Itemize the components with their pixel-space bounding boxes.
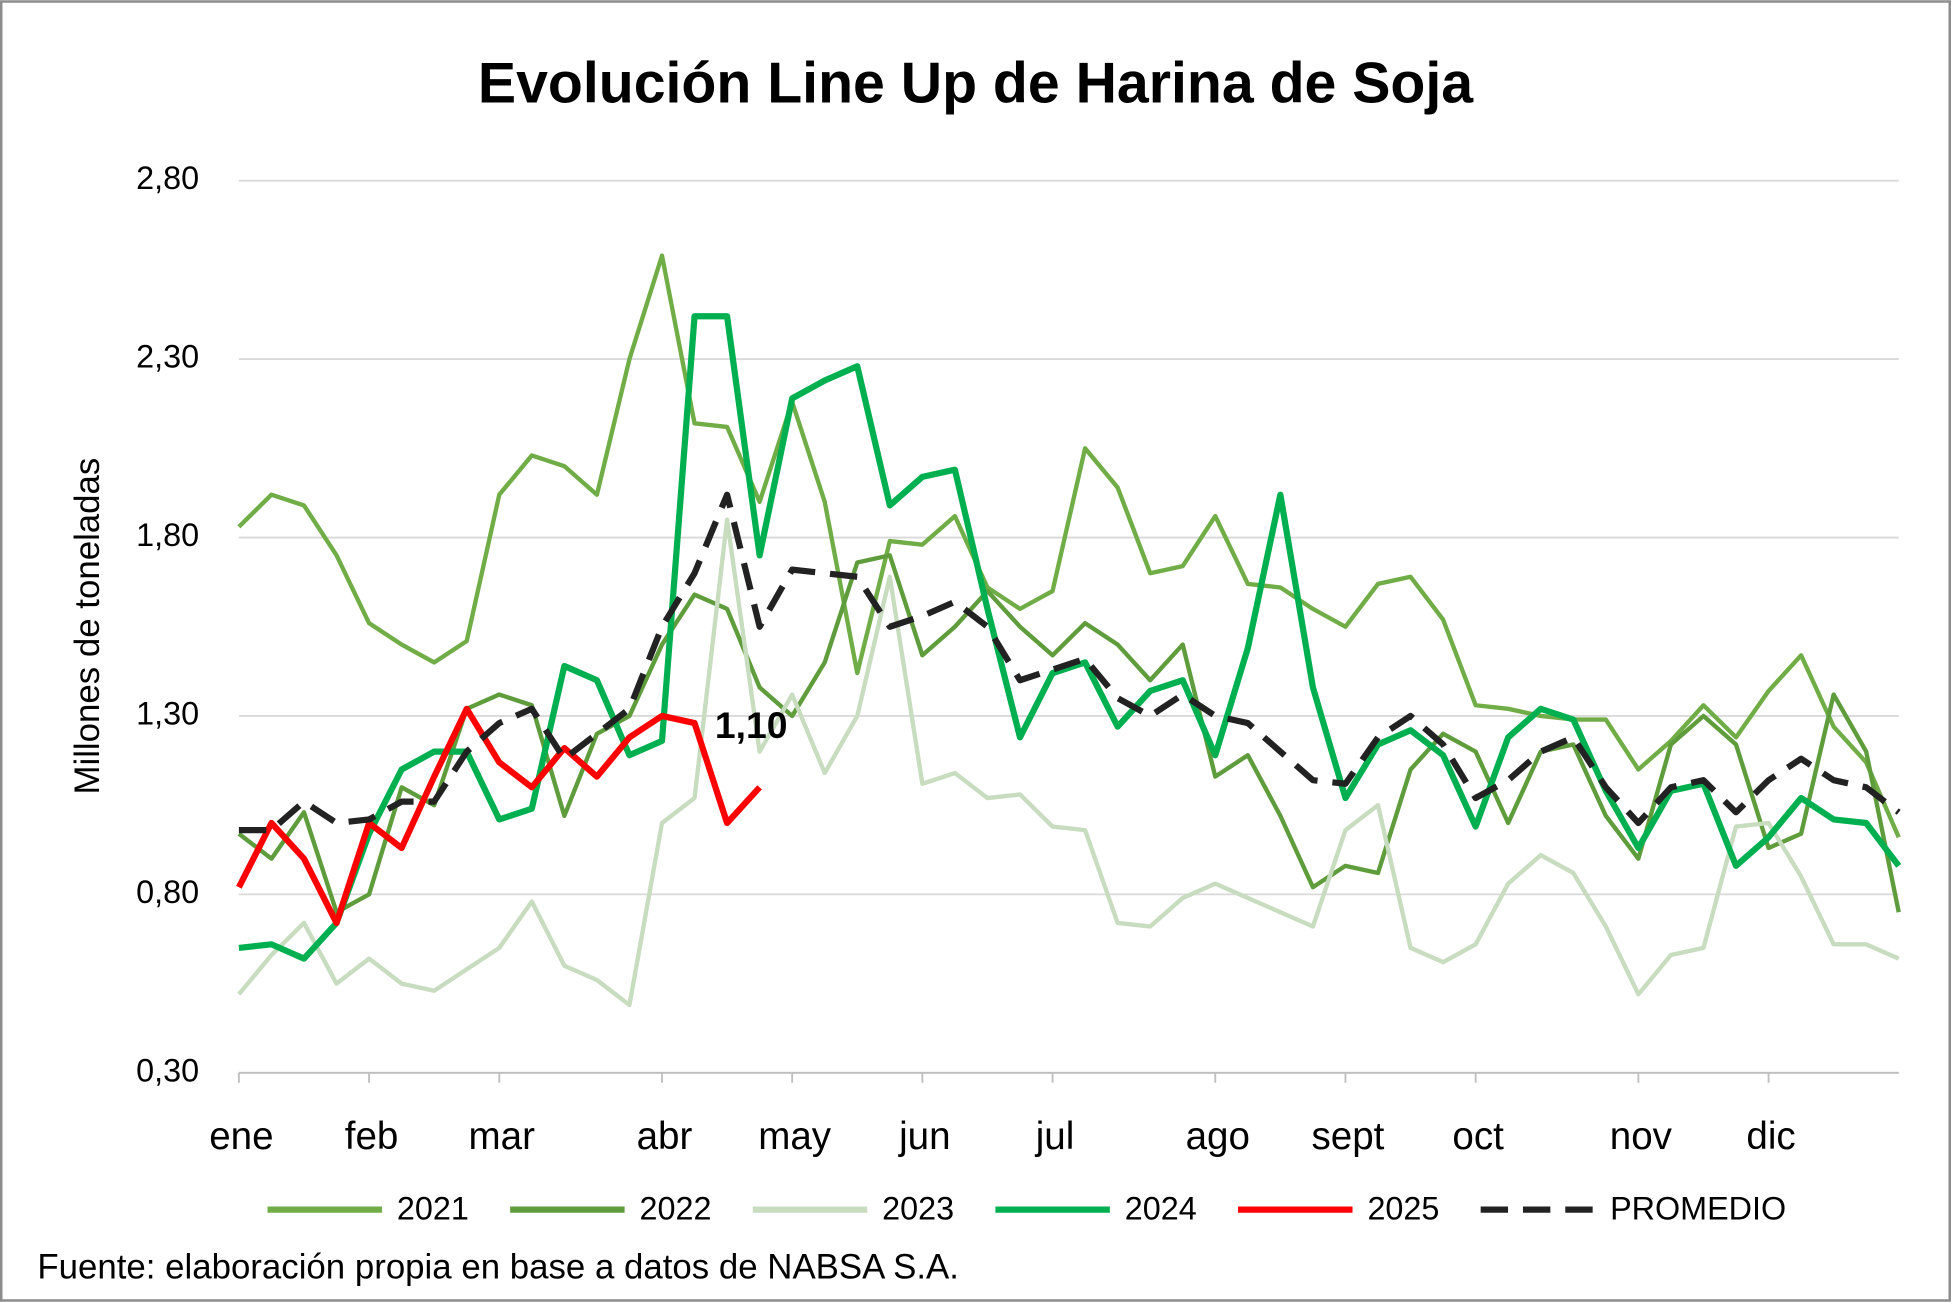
y-axis-label: Millones de toneladas [68, 458, 107, 795]
annotation: 1,10 [715, 704, 788, 746]
series-line [237, 517, 1900, 1008]
x-tick-label: may [758, 1115, 832, 1158]
legend-label: 2024 [1125, 1190, 1197, 1226]
legend-label: 2023 [882, 1190, 954, 1226]
series-line [236, 705, 762, 927]
x-tick-label: ago [1186, 1115, 1250, 1158]
legend-label: 2025 [1367, 1190, 1439, 1226]
x-tick-label: nov [1610, 1115, 1673, 1158]
x-tick-label: jul [1035, 1115, 1075, 1158]
x-tick-label: oct [1452, 1115, 1504, 1158]
x-tick-label: abr [637, 1115, 693, 1158]
y-tick-label: 2,80 [136, 160, 199, 196]
series-line [238, 313, 1902, 962]
x-tick-label: dic [1746, 1115, 1795, 1158]
x-tick-label: ene [209, 1115, 273, 1158]
legend-label: 2022 [640, 1190, 712, 1226]
chart-title: Evolución Line Up de Harina de Soja [478, 51, 1474, 115]
y-tick-label: 0,30 [136, 1052, 199, 1088]
y-tick-label: 0,80 [136, 874, 199, 910]
legend-label: PROMEDIO [1610, 1190, 1786, 1226]
y-tick-label: 2,30 [136, 339, 199, 375]
x-tick-label: feb [345, 1115, 399, 1158]
x-tick-label: jun [898, 1115, 950, 1158]
series-line [237, 553, 1901, 915]
source-note: Fuente: elaboración propia en base a dat… [37, 1248, 959, 1287]
legend-label: 2021 [397, 1190, 469, 1226]
series-line [237, 253, 1901, 839]
x-tick-label: sept [1312, 1115, 1385, 1158]
y-tick-label: 1,30 [136, 695, 199, 731]
series-line [238, 491, 1901, 834]
x-tick-label: mar [469, 1115, 536, 1158]
y-tick-label: 1,80 [136, 517, 199, 553]
